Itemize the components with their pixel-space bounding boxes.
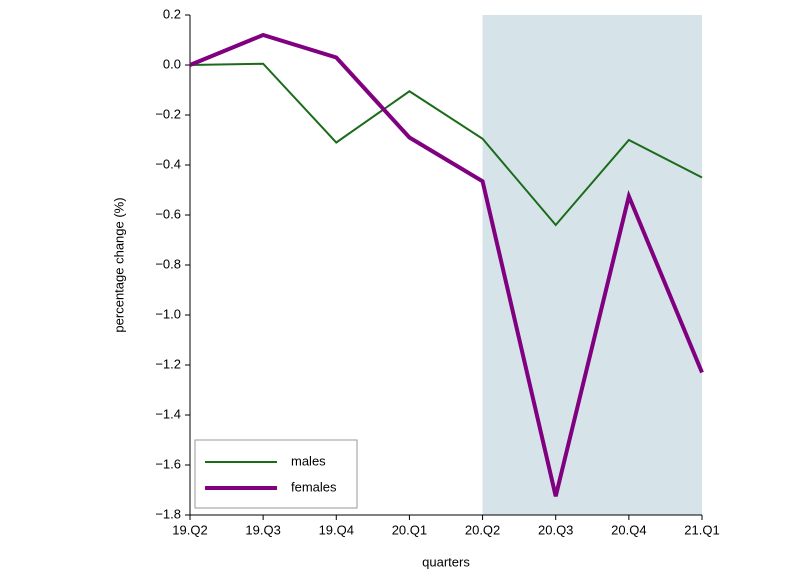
y-tick-label: −0.6	[155, 206, 181, 221]
y-tick-label: −1.8	[155, 506, 181, 521]
data-line	[189, 62, 703, 227]
x-tick-label: 21.Q1	[684, 522, 719, 537]
legend-label: males	[291, 453, 326, 468]
y-tick-label: 0.2	[163, 6, 181, 21]
x-tick-label: 20.Q4	[611, 522, 646, 537]
y-tick-label: 0.0	[163, 56, 181, 71]
data-line	[189, 32, 704, 497]
shaded-region	[482, 15, 702, 515]
y-tick-label: −0.8	[155, 256, 181, 271]
x-axis-label: quarters	[422, 554, 470, 569]
x-tick-label: 19.Q3	[245, 522, 280, 537]
y-axis-label: percentage change (%)	[111, 197, 126, 332]
y-tick-label: −1.2	[155, 356, 181, 371]
y-tick-label: −0.4	[155, 156, 181, 171]
x-tick-label: 20.Q2	[465, 522, 500, 537]
legend-box	[194, 439, 358, 509]
x-tick-label: 20.Q1	[392, 522, 427, 537]
x-tick-label: 19.Q2	[172, 522, 207, 537]
y-tick-label: −1.6	[155, 456, 181, 471]
y-tick-label: −1.0	[155, 306, 181, 321]
x-tick-label: 20.Q3	[538, 522, 573, 537]
legend-label: females	[291, 479, 337, 494]
y-tick-label: −0.2	[155, 106, 181, 121]
x-tick-label: 19.Q4	[319, 522, 354, 537]
y-tick-label: −1.4	[155, 406, 181, 421]
